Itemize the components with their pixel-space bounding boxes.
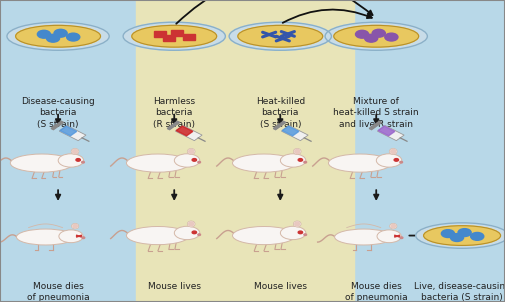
Ellipse shape (293, 149, 301, 155)
Circle shape (400, 161, 402, 163)
FancyBboxPatch shape (154, 31, 166, 37)
Ellipse shape (229, 22, 331, 50)
Ellipse shape (126, 154, 189, 172)
Ellipse shape (126, 226, 189, 245)
Ellipse shape (391, 224, 395, 228)
Ellipse shape (389, 149, 397, 155)
Circle shape (198, 161, 200, 163)
Ellipse shape (232, 226, 295, 245)
Text: Mouse lives: Mouse lives (148, 282, 200, 291)
Ellipse shape (280, 226, 306, 239)
Text: Mouse lives: Mouse lives (254, 282, 307, 291)
Ellipse shape (71, 149, 79, 155)
Ellipse shape (174, 154, 200, 167)
Text: Live, disease-causing
bacteria (S strain): Live, disease-causing bacteria (S strain… (414, 282, 505, 302)
Circle shape (67, 33, 80, 41)
Circle shape (385, 33, 398, 41)
Circle shape (372, 29, 385, 37)
Ellipse shape (238, 25, 323, 47)
Circle shape (82, 161, 84, 163)
Ellipse shape (328, 154, 391, 172)
Ellipse shape (295, 149, 299, 153)
Circle shape (458, 229, 471, 236)
Ellipse shape (424, 226, 500, 246)
Circle shape (54, 29, 67, 37)
Ellipse shape (232, 154, 295, 172)
Ellipse shape (376, 154, 402, 167)
Circle shape (37, 30, 50, 38)
Circle shape (304, 161, 307, 163)
Text: Mixture of
heat-killed S strain
and live R strain: Mixture of heat-killed S strain and live… (333, 97, 419, 129)
Circle shape (192, 231, 196, 234)
Polygon shape (377, 126, 404, 141)
Ellipse shape (73, 149, 77, 153)
Ellipse shape (391, 149, 395, 153)
FancyBboxPatch shape (171, 30, 183, 36)
Ellipse shape (189, 222, 193, 226)
Polygon shape (273, 121, 286, 130)
Circle shape (46, 34, 60, 42)
Circle shape (76, 159, 80, 161)
Polygon shape (60, 126, 77, 136)
Polygon shape (282, 126, 299, 136)
Ellipse shape (16, 25, 100, 47)
Circle shape (298, 159, 302, 161)
Circle shape (304, 234, 307, 236)
Ellipse shape (293, 221, 301, 227)
Circle shape (450, 234, 464, 242)
Text: Mouse dies
of pneumonia: Mouse dies of pneumonia (27, 282, 89, 302)
Ellipse shape (73, 224, 77, 228)
Polygon shape (175, 126, 202, 141)
Ellipse shape (280, 154, 306, 167)
FancyBboxPatch shape (163, 35, 175, 41)
Text: Harmless
bacteria
(R strain): Harmless bacteria (R strain) (153, 97, 195, 129)
Text: Mouse dies
of pneumonia: Mouse dies of pneumonia (345, 282, 408, 302)
Ellipse shape (334, 25, 419, 47)
Ellipse shape (189, 149, 193, 153)
Ellipse shape (325, 22, 427, 50)
FancyBboxPatch shape (183, 34, 195, 40)
Ellipse shape (390, 223, 397, 229)
Ellipse shape (377, 230, 401, 243)
Ellipse shape (59, 230, 83, 243)
Ellipse shape (7, 22, 109, 50)
Bar (136, 0, 354, 302)
Ellipse shape (132, 25, 217, 47)
Circle shape (298, 231, 302, 234)
Ellipse shape (58, 154, 84, 167)
Polygon shape (378, 126, 395, 136)
Text: Heat-killed
bacteria
(S strain): Heat-killed bacteria (S strain) (256, 97, 305, 129)
Circle shape (394, 159, 398, 161)
Polygon shape (51, 121, 64, 130)
Circle shape (400, 237, 403, 239)
Circle shape (82, 237, 85, 239)
Circle shape (441, 230, 454, 237)
Ellipse shape (72, 223, 79, 229)
Ellipse shape (123, 22, 225, 50)
Polygon shape (176, 126, 193, 136)
Circle shape (356, 30, 369, 38)
Ellipse shape (187, 149, 195, 155)
Ellipse shape (17, 229, 75, 245)
Polygon shape (281, 126, 308, 141)
Text: Disease-causing
bacteria
(S strain): Disease-causing bacteria (S strain) (21, 97, 95, 129)
Polygon shape (59, 126, 86, 141)
Ellipse shape (10, 154, 73, 172)
Circle shape (192, 159, 196, 161)
Ellipse shape (335, 229, 393, 245)
Ellipse shape (416, 223, 505, 248)
Polygon shape (369, 121, 382, 130)
Ellipse shape (174, 226, 200, 239)
Circle shape (471, 233, 484, 240)
Circle shape (198, 234, 200, 236)
Polygon shape (167, 121, 180, 130)
Ellipse shape (295, 222, 299, 226)
Ellipse shape (187, 221, 195, 227)
Circle shape (365, 34, 378, 42)
